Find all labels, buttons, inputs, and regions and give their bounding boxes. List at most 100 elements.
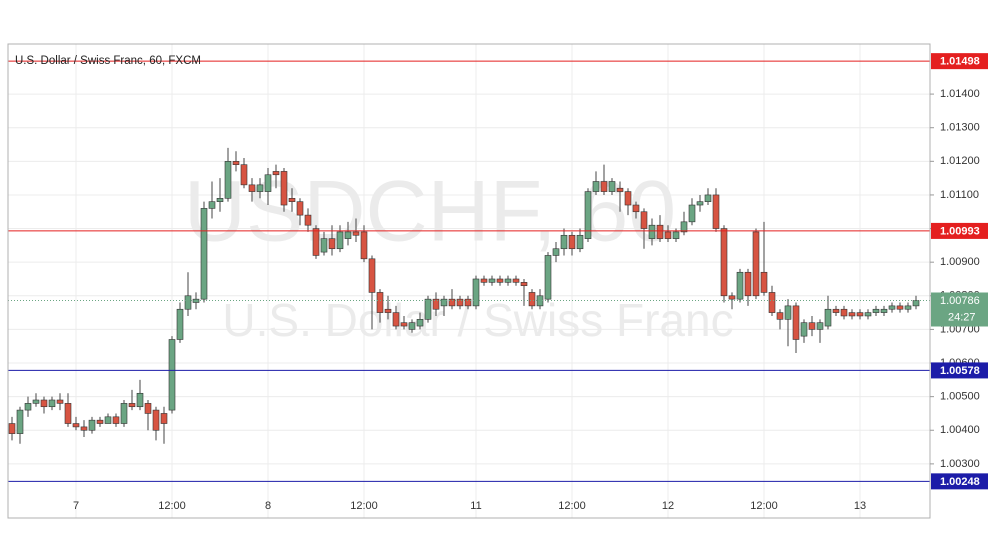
candle-body	[296, 201, 304, 216]
x-tick-label: 11	[470, 500, 481, 512]
candle-body	[872, 308, 880, 313]
candle-body	[312, 228, 320, 256]
candle-body	[664, 231, 672, 239]
candle-body	[320, 238, 328, 253]
candle-body	[704, 194, 712, 202]
x-tick-label: 13	[854, 500, 866, 512]
candle-body	[864, 312, 872, 317]
candle-body	[104, 416, 112, 424]
candle-body	[40, 399, 48, 408]
candle-body	[840, 308, 848, 317]
candle-body	[80, 426, 88, 431]
candle-body	[600, 181, 608, 192]
candle-body	[768, 292, 776, 313]
candle-body	[520, 282, 528, 287]
candle-body	[360, 231, 368, 260]
candle-body	[912, 300, 920, 307]
candle-body	[656, 224, 664, 239]
candle-body	[744, 271, 752, 297]
candle-body	[880, 308, 888, 313]
x-tick-label: 7	[73, 500, 79, 512]
candle-body	[472, 278, 480, 307]
candle-body	[696, 201, 704, 206]
level-label-box	[931, 362, 988, 379]
candle-body	[888, 305, 896, 310]
candle-body	[88, 419, 96, 431]
candle-body	[184, 295, 192, 310]
candle-body	[576, 234, 584, 250]
y-tick-label: 1.00900	[940, 256, 980, 268]
candle-body	[848, 312, 856, 317]
candle-body	[8, 423, 16, 434]
level-label-box	[931, 473, 988, 490]
candle-body	[464, 298, 472, 307]
level-label-box	[931, 222, 988, 239]
candle-body	[592, 181, 600, 192]
candle-body	[32, 399, 40, 404]
candle-body	[448, 298, 456, 307]
candle-body	[632, 204, 640, 213]
candle-body	[72, 423, 80, 428]
candle-body	[144, 403, 152, 414]
candle-body	[240, 164, 248, 186]
candle-body	[48, 399, 56, 408]
candle-body	[256, 184, 264, 192]
candle-body	[368, 258, 376, 293]
x-tick-label: 12:00	[750, 500, 778, 512]
candle-body	[272, 171, 280, 176]
candle-body	[792, 305, 800, 340]
candle-body	[168, 339, 176, 411]
candle-body	[496, 278, 504, 283]
candle-body	[424, 298, 432, 320]
candle-body	[304, 214, 312, 226]
candle-body	[528, 292, 536, 307]
candle-body	[328, 238, 336, 250]
candle-body	[672, 231, 680, 239]
candle-body	[24, 403, 32, 411]
last-price-box	[931, 292, 988, 327]
candle-body	[224, 161, 232, 199]
y-tick-label: 1.01100	[940, 189, 979, 201]
candle-body	[776, 312, 784, 320]
candle-body	[584, 191, 592, 239]
candle-body	[712, 194, 720, 229]
candle-body	[736, 271, 744, 300]
x-tick-label: 12	[662, 500, 674, 512]
candle-body	[480, 278, 488, 283]
candle-body	[560, 234, 568, 250]
y-tick-label: 1.00500	[940, 391, 980, 403]
x-tick-label: 8	[265, 500, 271, 512]
candle-body	[512, 278, 520, 283]
candle-body	[616, 187, 624, 192]
candle-body	[688, 204, 696, 223]
candle-body	[800, 322, 808, 337]
candle-body	[440, 298, 448, 307]
candle-body	[152, 409, 160, 431]
candle-body	[488, 278, 496, 283]
marks	[8, 60, 930, 482]
candle-body	[96, 419, 104, 424]
candle-body	[176, 308, 184, 340]
candle-body	[808, 322, 816, 330]
watermark: USDCHF, 60	[184, 164, 676, 260]
candle-body	[568, 234, 576, 250]
chart-title: U.S. Dollar / Swiss Franc, 60, FXCM	[15, 55, 201, 67]
candle-body	[648, 224, 656, 239]
x-tick-label: 12:00	[558, 500, 586, 512]
candle-body	[280, 171, 288, 206]
candle-body	[336, 231, 344, 250]
candle-body	[128, 403, 136, 408]
candle-body	[856, 312, 864, 317]
candle-body	[376, 292, 384, 313]
axis: 1.003001.004001.005001.006001.007001.008…	[73, 53, 988, 512]
candle-body	[832, 308, 840, 313]
candle-body	[56, 399, 64, 404]
candle-body	[208, 201, 216, 209]
candle-body	[904, 305, 912, 310]
candle-body	[640, 211, 648, 229]
last-price-label: 1.00786	[940, 295, 980, 307]
candle-body	[432, 298, 440, 310]
candle-body	[552, 248, 560, 256]
